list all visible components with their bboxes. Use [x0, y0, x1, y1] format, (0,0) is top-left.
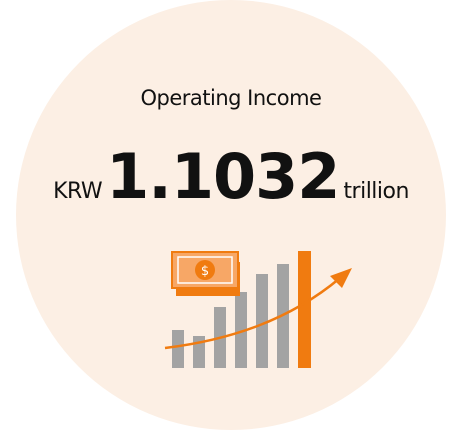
money-note: $ [172, 252, 240, 296]
page: Operating Income KRW 1.1032 trillion $ (… [0, 0, 462, 430]
svg-text:$: $ [201, 264, 209, 279]
icon-bar [256, 274, 268, 368]
icon-bar-highlight [298, 251, 311, 368]
icon-bar [172, 330, 184, 368]
growth-icon: $ [0, 0, 462, 430]
